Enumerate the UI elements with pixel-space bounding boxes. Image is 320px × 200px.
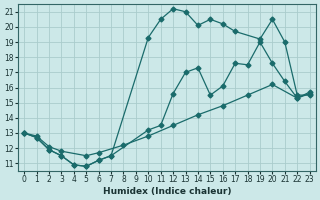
X-axis label: Humidex (Indice chaleur): Humidex (Indice chaleur) (103, 187, 231, 196)
